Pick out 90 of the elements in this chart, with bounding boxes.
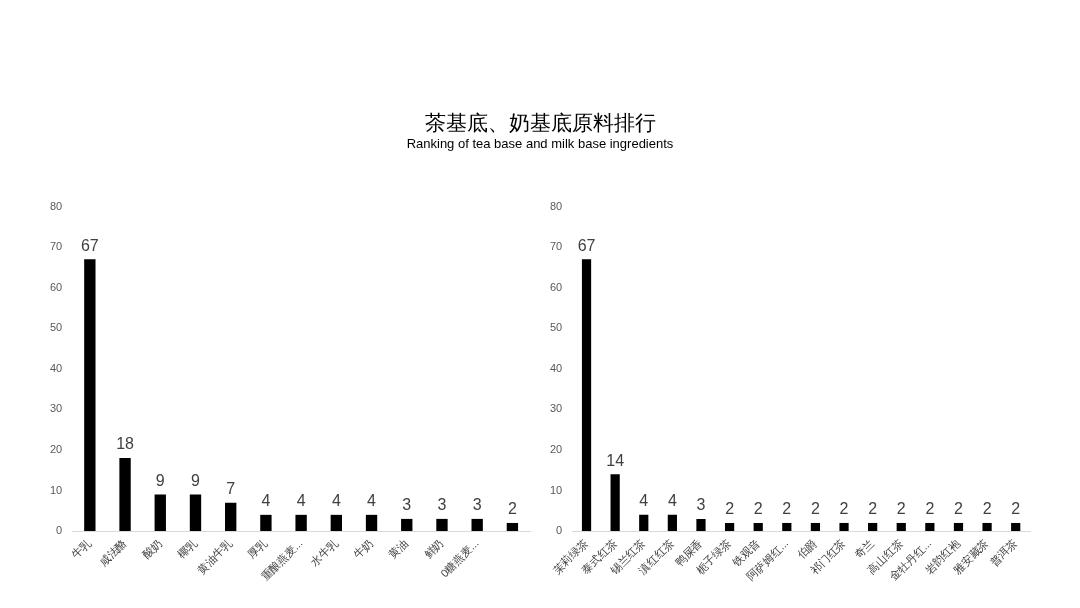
x-tick-label: 黄油	[386, 536, 411, 561]
x-tick-label: 普洱茶	[987, 536, 1020, 569]
bar	[696, 518, 706, 532]
y-tick-label: 50	[49, 321, 63, 334]
bar	[506, 522, 519, 532]
data-label: 2	[925, 500, 935, 518]
y-tick-label: 60	[549, 280, 563, 293]
bar	[365, 514, 378, 532]
data-label: 2	[753, 500, 763, 518]
y-tick-label: 10	[549, 483, 563, 496]
y-tick-label: 70	[49, 240, 63, 253]
bar	[225, 502, 237, 532]
x-tick-label: 鲜奶	[421, 536, 446, 561]
chart-title: 茶基底、奶基底原料排行	[423, 110, 657, 136]
x-tick-label: 奇兰	[852, 536, 877, 561]
data-label: 9	[155, 471, 165, 489]
data-label: 67	[80, 236, 99, 254]
data-label: 2	[1011, 500, 1021, 518]
data-label: 3	[472, 496, 482, 514]
data-label: 4	[261, 492, 271, 510]
data-label: 2	[896, 500, 906, 518]
data-label: 3	[437, 496, 447, 514]
data-label: 2	[839, 500, 849, 518]
y-tick-label: 60	[49, 280, 63, 293]
bar	[1011, 522, 1021, 532]
x-tick-label: 伯爵	[794, 536, 819, 561]
x-tick-label: 酸奶	[139, 536, 164, 561]
bar	[401, 518, 413, 532]
x-tick-label: 水牛乳	[308, 536, 340, 569]
data-label: 67	[577, 236, 596, 254]
y-tick-label: 30	[49, 402, 63, 415]
data-label: 7	[226, 480, 236, 498]
bar	[925, 522, 935, 532]
chart-subtitle: Ranking of tea base and milk base ingredients	[405, 136, 675, 152]
data-label: 2	[810, 500, 820, 518]
data-label: 4	[331, 492, 341, 510]
bar	[868, 522, 878, 532]
x-tick-label: 厚乳	[245, 536, 270, 561]
data-label: 4	[296, 492, 306, 510]
data-label: 14	[606, 451, 625, 469]
data-label: 2	[725, 500, 735, 518]
data-label: 4	[639, 492, 649, 510]
bar	[753, 522, 763, 532]
bar	[119, 458, 131, 532]
bar	[839, 522, 849, 532]
y-tick-label: 50	[549, 321, 563, 334]
y-tick-label: 80	[49, 199, 63, 212]
y-tick-label: 30	[549, 402, 563, 415]
data-label: 3	[402, 496, 412, 514]
bar	[581, 259, 592, 532]
y-tick-label: 70	[549, 240, 563, 253]
bar	[471, 518, 483, 532]
y-tick-label: 20	[549, 442, 563, 455]
data-label: 3	[696, 496, 706, 514]
data-label: 9	[191, 471, 201, 489]
bar	[667, 514, 677, 532]
y-tick-label: 0	[556, 524, 563, 537]
y-tick-label: 80	[549, 199, 563, 212]
y-tick-label: 40	[49, 361, 63, 374]
x-tick-label: 咸法酪	[96, 536, 129, 569]
bar	[330, 514, 343, 532]
x-tick-label: 椰乳	[175, 536, 200, 561]
bar	[896, 522, 906, 532]
bar	[436, 518, 448, 532]
x-tick-label: 牛奶	[351, 536, 376, 561]
bar	[810, 522, 821, 532]
data-label: 2	[782, 500, 792, 518]
bar	[639, 514, 649, 532]
bar	[295, 514, 307, 532]
bar	[953, 522, 964, 532]
bar	[84, 259, 96, 532]
bar	[154, 494, 166, 532]
data-label: 4	[667, 492, 677, 510]
y-tick-label: 0	[56, 524, 63, 537]
bar	[610, 474, 620, 532]
data-label: 2	[982, 500, 992, 518]
y-tick-label: 20	[49, 442, 63, 455]
data-label: 2	[868, 500, 878, 518]
data-label: 2	[954, 500, 964, 518]
bar	[189, 494, 202, 532]
bar	[260, 514, 272, 532]
data-label: 18	[116, 435, 135, 453]
y-tick-label: 10	[49, 483, 63, 496]
bar	[982, 522, 992, 532]
data-label: 2	[507, 500, 517, 518]
data-label: 4	[367, 492, 377, 510]
bar	[782, 522, 792, 532]
bar	[724, 522, 735, 532]
y-tick-label: 40	[549, 361, 563, 374]
x-tick-label: 牛乳	[69, 536, 94, 561]
